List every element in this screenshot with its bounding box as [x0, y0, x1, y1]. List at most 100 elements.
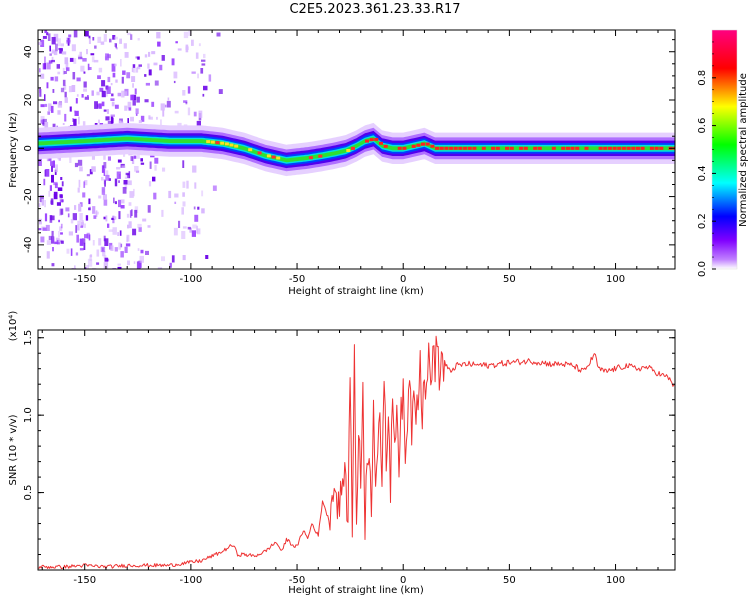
noise-speck: [98, 238, 102, 246]
noise-speck: [51, 230, 54, 237]
x-tick-label: -150: [73, 274, 96, 285]
noise-speck: [126, 213, 130, 218]
noise-speck: [100, 246, 106, 253]
noise-speck: [164, 104, 167, 108]
ridge-core-mark: [346, 149, 351, 152]
ridge-core-mark: [467, 146, 472, 150]
noise-speck: [197, 73, 199, 79]
noise-speck: [187, 107, 191, 116]
noise-speck: [120, 243, 123, 248]
ridge-core-mark: [266, 154, 271, 158]
noise-speck: [50, 105, 54, 113]
noise-speck: [145, 82, 150, 86]
ridge-core-mark: [220, 141, 225, 145]
ridge-core-mark: [374, 137, 379, 141]
noise-speck: [133, 188, 135, 197]
noise-speck: [147, 225, 151, 228]
snr-y-ticks: 0.5 1.0 1.5: [23, 330, 675, 556]
noise-speck: [140, 162, 145, 165]
noise-speck: [82, 121, 86, 128]
noise-speck: [69, 57, 74, 62]
noise-speck: [136, 154, 140, 159]
noise-speck: [114, 247, 118, 252]
ridge-core-mark: [383, 144, 388, 148]
noise-speck: [140, 158, 143, 162]
noise-speck: [108, 229, 114, 232]
noise-speck: [193, 111, 197, 117]
ridge-core-mark: [224, 142, 229, 146]
noise-speck: [116, 47, 118, 50]
y-tick-label: 0.5: [23, 485, 34, 501]
ridge-core-mark: [257, 151, 262, 155]
colorbar-tick-label: 0.8: [697, 70, 708, 86]
noise-speck: [137, 66, 141, 70]
ridge-core-mark: [453, 146, 458, 150]
noise-speck: [57, 110, 61, 115]
noise-speck: [39, 68, 41, 73]
noise-speck: [40, 104, 45, 108]
noise-speck: [161, 55, 165, 61]
noise-speck: [106, 170, 109, 176]
ridge-core-mark: [444, 146, 449, 150]
noise-speck: [133, 261, 136, 264]
noise-speck: [117, 266, 122, 269]
noise-speck: [60, 199, 64, 202]
noise-speck: [112, 72, 116, 78]
noise-speck: [60, 240, 64, 244]
noise-speck: [191, 71, 196, 74]
noise-speck: [196, 120, 201, 127]
noise-speck: [46, 32, 49, 36]
noise-speck: [89, 254, 93, 258]
noise-speck: [122, 187, 127, 194]
ridge-core-mark: [234, 144, 239, 148]
noise-speck: [50, 161, 55, 166]
noise-speck: [59, 195, 62, 203]
ridge-core-mark: [584, 146, 589, 150]
ridge-core-mark: [612, 146, 617, 150]
noise-speck: [41, 199, 44, 206]
noise-speck: [56, 202, 61, 206]
noise-speck: [208, 74, 212, 82]
noise-speck: [149, 161, 152, 169]
noise-speck: [54, 241, 59, 245]
noise-speck: [182, 201, 186, 207]
x-tick-label: 100: [606, 274, 625, 285]
noise-speck: [183, 100, 188, 103]
noise-speck: [48, 60, 53, 64]
noise-speck: [57, 187, 63, 191]
spectrogram-x-ticks: -150 -100 -50 0 50 100: [41, 30, 659, 285]
noise-speck: [121, 90, 125, 98]
noise-speck: [109, 38, 112, 43]
noise-speck: [110, 245, 114, 251]
noise-speck: [168, 190, 172, 199]
noise-speck: [51, 238, 55, 242]
noise-speck: [52, 89, 55, 93]
colorbar: 0.0 0.2 0.4 0.6 0.8 Normalized spectral ampl…: [697, 29, 749, 277]
noise-speck: [116, 171, 121, 179]
noise-speck: [105, 215, 108, 222]
noise-speck: [101, 101, 105, 107]
noise-speck: [47, 157, 52, 162]
noise-speck: [42, 36, 47, 39]
noise-speck: [124, 52, 129, 58]
noise-speck: [93, 215, 97, 219]
noise-speck: [173, 71, 178, 79]
x-tick-label: -50: [289, 575, 305, 586]
colorbar-gradient: [712, 30, 737, 269]
noise-speck: [105, 174, 110, 181]
noise-speck: [76, 77, 81, 82]
noise-speck: [84, 234, 89, 239]
noise-speck: [101, 90, 106, 98]
noise-speck: [125, 172, 130, 176]
ridge-core-mark: [430, 144, 435, 148]
noise-speck: [99, 87, 104, 92]
noise-speck: [110, 114, 115, 117]
noise-speck: [38, 158, 42, 166]
noise-speck: [79, 238, 84, 246]
noise-speck: [77, 220, 82, 225]
noise-speck: [65, 207, 70, 212]
ridge-core-mark: [351, 146, 355, 150]
noise-speck: [124, 105, 128, 111]
noise-speck: [61, 51, 67, 55]
ridge-core-mark: [463, 146, 468, 150]
